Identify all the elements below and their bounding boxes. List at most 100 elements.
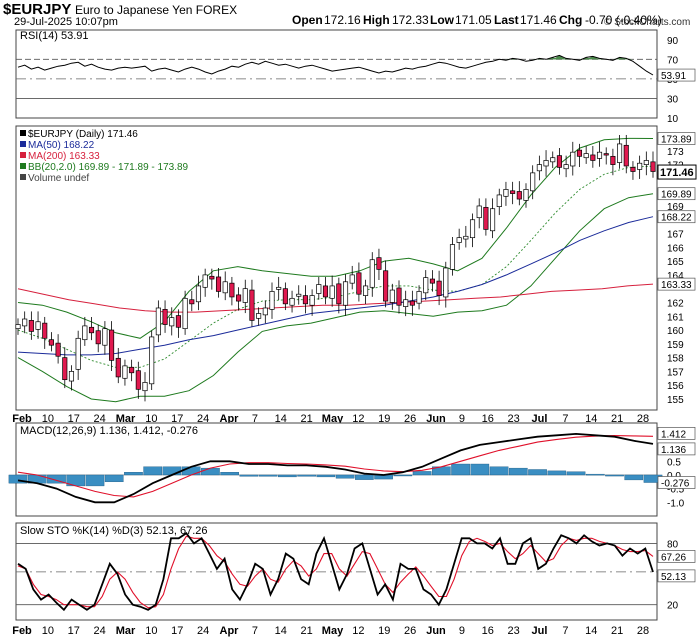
candle-body xyxy=(15,324,21,330)
macd-tick--0.5: -0.5 xyxy=(667,485,685,496)
sto-x-label-21: 7 xyxy=(562,625,568,637)
rsi-tick-30: 30 xyxy=(667,94,679,105)
candle-body xyxy=(516,191,522,200)
candle-body xyxy=(536,164,542,172)
price-x-label-23: 21 xyxy=(611,413,623,425)
sto-k-value: 52.13 xyxy=(661,572,686,583)
candle-body xyxy=(68,371,75,382)
candle-body xyxy=(269,291,275,310)
macd-histogram-bar xyxy=(393,474,413,477)
macd-histogram-bar xyxy=(451,463,470,476)
rsi-title: RSI(14) 53.91 xyxy=(20,30,88,42)
candle-body xyxy=(503,189,509,197)
candle-body xyxy=(456,237,462,243)
sto-x-label-20: Jul xyxy=(532,625,548,637)
candle-body xyxy=(115,357,121,378)
sto-d-value-box xyxy=(657,550,696,563)
price-x-label-6: 17 xyxy=(171,413,183,425)
sto-x-label-0: Feb xyxy=(12,625,32,637)
candle-body xyxy=(88,326,95,334)
candle-body xyxy=(389,289,395,303)
macd-histogram-bar xyxy=(297,474,316,477)
candle-body xyxy=(576,149,583,157)
macd-histogram-bar xyxy=(605,474,624,477)
candle-body xyxy=(570,151,576,167)
price-tick-164: 164 xyxy=(667,271,684,282)
price-x-label-19: 23 xyxy=(508,413,520,425)
price-x-label-3: 24 xyxy=(94,413,106,425)
macd-histogram-bar xyxy=(181,466,201,476)
candle-body xyxy=(416,291,422,304)
price-tick-161: 161 xyxy=(667,312,684,323)
macd-histogram-bar xyxy=(201,467,220,476)
macd-histogram-bar xyxy=(335,474,355,479)
macd-histogram-bar xyxy=(162,466,182,476)
candle-body xyxy=(643,160,649,165)
sto-x-label-4: Mar xyxy=(116,625,136,637)
macd-hist-value: -0.276 xyxy=(661,479,690,490)
candle-body xyxy=(195,285,202,303)
candle-body xyxy=(189,299,195,305)
legend-item-1: MA(50) 168.22 xyxy=(28,140,95,151)
last-value: 171.46 xyxy=(520,13,557,27)
sto-x-label-8: Apr xyxy=(220,625,240,637)
price-tick-158: 158 xyxy=(667,354,684,365)
price-x-label-11: 21 xyxy=(301,413,313,425)
price-x-label-12: May xyxy=(322,413,344,425)
candle-body xyxy=(476,205,482,219)
candle-body xyxy=(496,194,502,208)
legend-item-4: Volume undef xyxy=(28,173,89,184)
sto-x-label-13: 12 xyxy=(352,625,364,637)
candle-body xyxy=(637,162,643,170)
ma50-line xyxy=(17,216,654,356)
price-x-label-20: Jul xyxy=(532,413,548,425)
candle-body xyxy=(603,153,609,156)
macd-histogram-bar xyxy=(258,474,278,477)
price-x-label-13: 12 xyxy=(352,413,364,425)
sto-x-label-10: 14 xyxy=(275,625,287,637)
high-label: High xyxy=(363,13,390,27)
candle-body xyxy=(182,297,188,330)
candle-body xyxy=(510,190,516,194)
legend-item-0: $EURJPY (Daily) 171.46 xyxy=(28,129,138,140)
candle-body xyxy=(309,295,315,306)
candle-body xyxy=(409,300,415,306)
ma200-line xyxy=(17,283,654,313)
macd-histogram-bar xyxy=(316,474,336,478)
price-x-label-16: Jun xyxy=(426,413,446,425)
candle-body xyxy=(483,206,489,230)
sto-x-label-17: 9 xyxy=(459,625,465,637)
candle-body xyxy=(429,278,435,284)
candle-body xyxy=(222,281,228,294)
candle-body xyxy=(236,294,242,302)
macd-histogram-bar xyxy=(585,473,605,476)
macd-histogram-bar xyxy=(239,474,259,477)
candle-body xyxy=(349,274,355,284)
watermark: © StockCharts.com xyxy=(604,17,690,28)
macd-panel xyxy=(15,422,658,517)
candle-body xyxy=(75,337,81,370)
candle-body xyxy=(276,286,282,290)
candle-body xyxy=(22,318,28,327)
ma200-value: 163.33 xyxy=(661,280,692,291)
candle-body xyxy=(436,280,442,296)
ma200-value-box xyxy=(657,277,696,291)
candle-body xyxy=(443,267,449,298)
bb-lower-line xyxy=(17,193,654,403)
sto-x-label-2: 17 xyxy=(68,625,80,637)
rsi-tick-90: 90 xyxy=(667,36,679,47)
macd-histogram-bar xyxy=(47,474,66,484)
macd-signal-value: 1.412 xyxy=(661,429,686,440)
candle-body xyxy=(175,315,181,328)
candle-body xyxy=(369,259,375,288)
bb-lower-value: 169.89 xyxy=(661,190,692,201)
sto-x-label-6: 17 xyxy=(171,625,183,637)
low-label: Low xyxy=(430,13,455,27)
sto-x-label-23: 21 xyxy=(611,625,623,637)
candle-body xyxy=(650,161,656,172)
rsi-last-value: 53.91 xyxy=(661,71,686,82)
candle-body xyxy=(162,309,168,325)
macd-histogram-bar xyxy=(85,474,105,487)
candle-body xyxy=(102,328,108,346)
candle-body xyxy=(95,330,101,345)
